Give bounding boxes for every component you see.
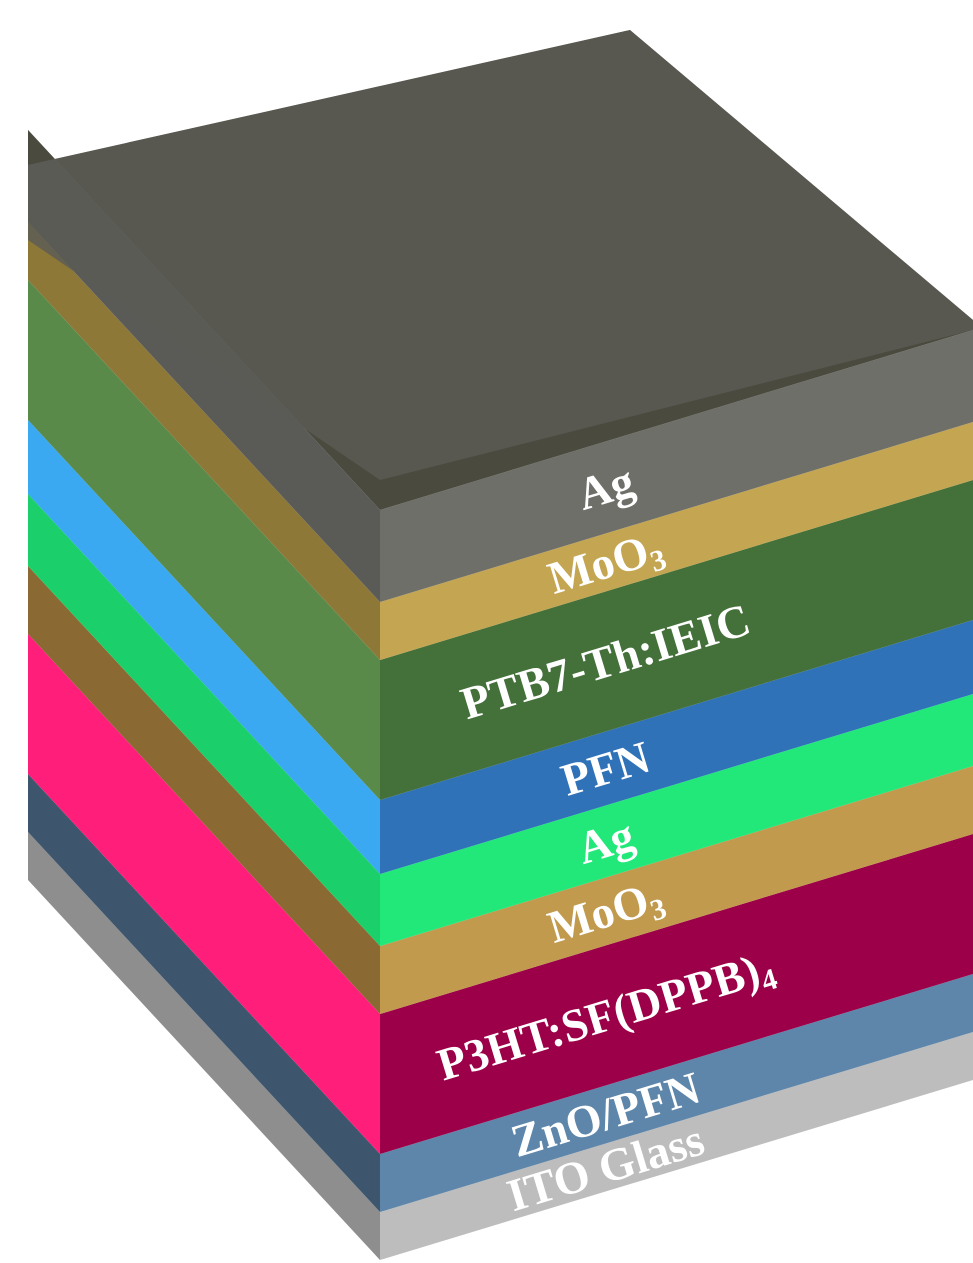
ag-middle-front-face [380, 694, 973, 946]
moo3-top-side-face [28, 222, 380, 660]
ptb7-ieic-front-face [380, 480, 973, 800]
ptb7-ieic-side-face [28, 280, 380, 800]
moo3-bottom-front-face [380, 766, 973, 1014]
layer-faces [28, 30, 973, 1260]
zno-pfn-front-face [380, 974, 973, 1212]
moo3-top-front-face [380, 422, 973, 660]
pfn-side-face [28, 420, 380, 874]
pfn-front-face [380, 620, 973, 874]
ag-top-front-face [380, 330, 973, 602]
top-cap-face [28, 30, 973, 480]
ito-glass-front-face [380, 1032, 973, 1260]
ito-glass-side-face [28, 832, 380, 1260]
p3ht-sf-side-face [28, 634, 380, 1154]
zno-pfn-side-face [28, 774, 380, 1212]
p3ht-sf-front-face [380, 834, 973, 1154]
ag-middle-side-face [28, 494, 380, 946]
moo3-bottom-side-face [28, 566, 380, 1014]
